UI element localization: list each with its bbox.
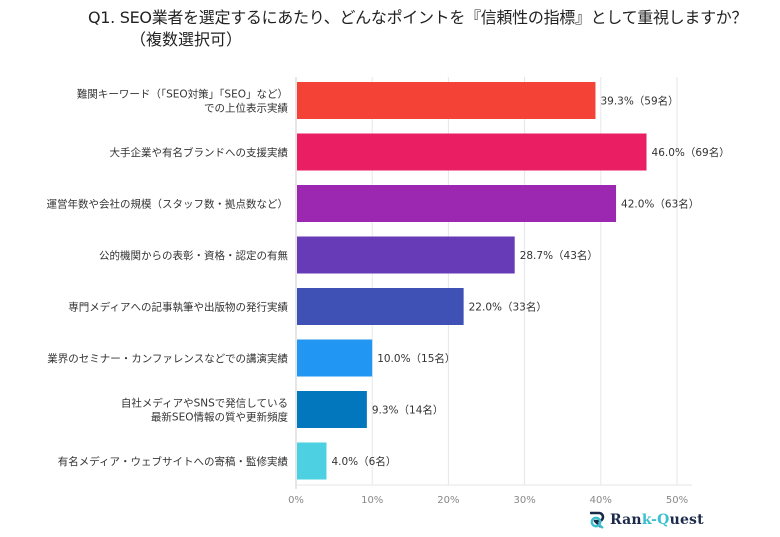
data-label: 4.0%（6名） — [331, 455, 396, 468]
data-label: 39.3%（59名） — [600, 95, 678, 108]
bar — [297, 391, 367, 428]
bar — [297, 236, 515, 274]
x-tick-label: 20% — [437, 495, 459, 506]
bar — [297, 185, 617, 222]
rank-quest-logo: Rank-Quest — [588, 511, 704, 529]
x-tick-label: 40% — [590, 495, 612, 506]
category-label: 有名メディア・ウェブサイトへの寄稿・監修実績 — [58, 455, 289, 468]
category-label: 大手企業や有名ブランドへの支援実績 — [110, 146, 289, 159]
x-tick-label: 50% — [666, 495, 688, 506]
x-tick-label: 0% — [288, 495, 304, 506]
data-label: 9.3%（14名） — [372, 404, 444, 417]
category-label: 専門メディアへの記事執筆や出版物の発行実績 — [68, 301, 288, 314]
data-label: 28.7%（43名） — [520, 249, 598, 262]
value-labels: 39.3%（59名） 46.0%（69名） 42.0%（63名） 28.7%（43名）… — [331, 95, 729, 469]
category-label: 難関キーワード（「SEO対策」「SEO」など） — [77, 88, 288, 101]
bar — [297, 288, 464, 325]
bar — [297, 133, 647, 171]
category-label: での上位表示実績 — [204, 102, 288, 115]
chart-title: Q1. SEO業者を選定するにあたり、どんなポイントを『信頼性の指標』として重視… — [88, 8, 748, 27]
category-label: 運営年数や会社の規模（スタッフ数・拠点数など） — [47, 198, 289, 211]
rank-quest-logo-text: Rank-Quest — [610, 512, 704, 528]
data-label: 42.0%（63名） — [621, 198, 699, 211]
x-axis-ticks: 0% 10% 20% 30% 40% 50% — [288, 495, 688, 506]
bar — [297, 442, 327, 480]
bar — [297, 339, 373, 377]
category-label: 公的機関からの表彰・資格・認定の有無 — [99, 249, 288, 262]
category-label: 業界のセミナー・カンファレンスなどでの講演実績 — [47, 352, 288, 365]
rank-quest-logo-icon — [590, 511, 605, 529]
data-label: 46.0%（69名） — [652, 146, 730, 159]
x-tick-label: 30% — [513, 495, 535, 506]
bar — [297, 82, 596, 119]
category-label: 自社メディアやSNSで発信している — [121, 397, 288, 410]
data-label: 10.0%（15名） — [377, 352, 455, 365]
x-tick-label: 10% — [361, 495, 383, 506]
chart-subtitle: （複数選択可） — [130, 30, 243, 49]
category-labels: 難関キーワード（「SEO対策」「SEO」など）での上位表示実績大手企業や有名ブラ… — [47, 88, 289, 469]
bars — [297, 82, 647, 480]
data-label: 22.0%（33名） — [469, 301, 547, 314]
category-label: 最新SEO情報の質や更新頻度 — [151, 411, 289, 424]
